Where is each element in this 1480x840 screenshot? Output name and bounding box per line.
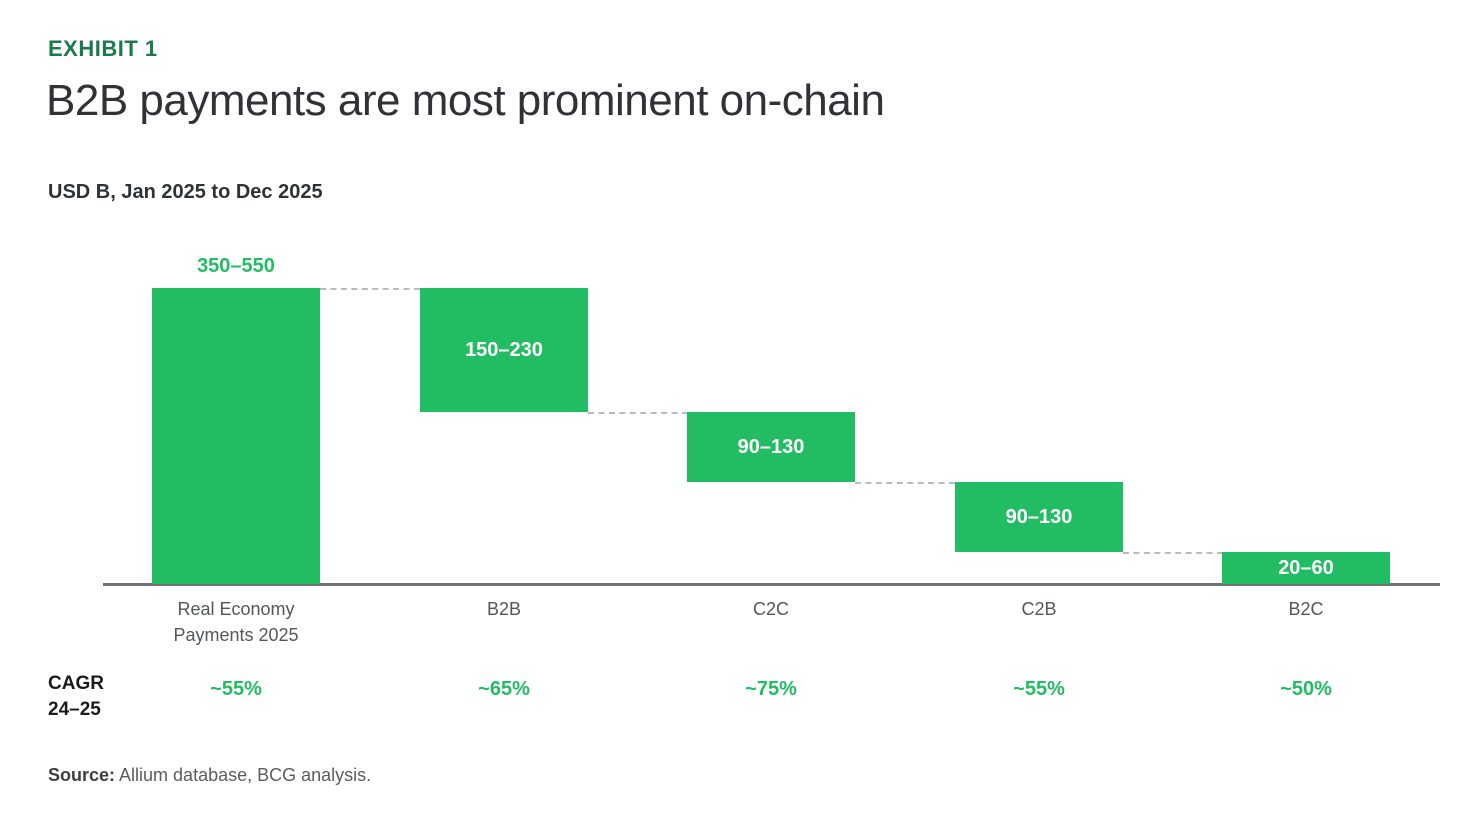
category-label-b2c: B2C xyxy=(1288,599,1324,619)
exhibit-label: EXHIBIT 1 xyxy=(48,36,158,61)
bar-value-label: 20–60 xyxy=(1278,556,1334,579)
bar-c2b: 90–130 xyxy=(955,482,1123,552)
cagr-value-c2b: ~55% xyxy=(1013,678,1065,700)
cagr-row-label: CAGR 24–25 xyxy=(48,673,104,721)
page-title: B2B payments are most prominent on-chain xyxy=(46,76,885,125)
cagr-value-c2c: ~75% xyxy=(745,678,797,700)
category-label-c2b: C2B xyxy=(1021,599,1057,619)
x-axis-line xyxy=(103,583,1440,586)
bar-value-label: 150–230 xyxy=(465,338,543,361)
connector-line xyxy=(855,482,955,484)
source-text: Allium database, BCG analysis. xyxy=(115,765,372,785)
cagr-value-real-economy-payments-2025: ~55% xyxy=(210,678,262,700)
bar-c2c: 90–130 xyxy=(687,412,855,482)
connector-line xyxy=(320,288,420,290)
cagr-value-b2c: ~50% xyxy=(1280,678,1332,700)
bar-value-label-above: 350–550 xyxy=(197,255,275,277)
source-note: Source: Allium database, BCG analysis. xyxy=(48,765,371,786)
bar-real-economy-payments-2025 xyxy=(152,288,320,584)
bar-b2b: 150–230 xyxy=(420,288,588,412)
category-label-c2c: C2C xyxy=(752,599,789,619)
chart-units-label: USD B, Jan 2025 to Dec 2025 xyxy=(48,181,323,203)
connector-line xyxy=(1123,552,1223,554)
cagr-value-b2b: ~65% xyxy=(478,678,530,700)
bar-b2c: 20–60 xyxy=(1222,552,1390,584)
source-prefix: Source: xyxy=(48,765,116,785)
bar-value-label: 90–130 xyxy=(737,435,805,458)
bar-value-label: 90–130 xyxy=(1005,505,1073,528)
category-label-real-economy-payments-2025: Real Economy Payments 2025 xyxy=(173,599,299,646)
connector-line xyxy=(588,412,688,414)
category-label-b2b: B2B xyxy=(486,599,522,619)
